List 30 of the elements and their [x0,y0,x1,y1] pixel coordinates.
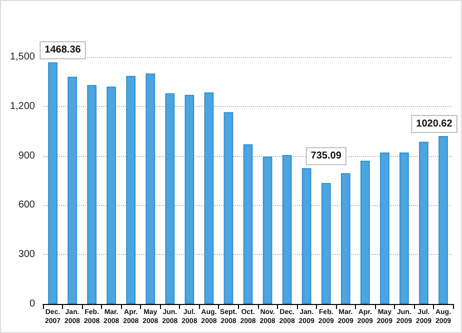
data-label: 1468.36 [44,44,82,56]
data-label: 735.09 [310,150,342,162]
y-tick-label: 300 [18,249,36,260]
bar [184,94,194,304]
bar [48,62,58,304]
bar [340,173,350,304]
bar [68,76,77,304]
y-tick-label: 0 [29,298,36,310]
bar [360,160,370,304]
bar [224,112,234,304]
y-tick-label: 900 [18,150,36,162]
bar [400,152,409,304]
bar [126,76,136,304]
bar [438,136,448,304]
bar [282,154,292,304]
bar [302,168,312,304]
bar [106,86,116,304]
bar [204,92,214,304]
y-tick-label: 1,200 [10,100,36,112]
bar [243,144,253,304]
data-label: 1020.62 [416,118,453,130]
bar [146,73,156,304]
bar [165,93,175,304]
bar [321,182,331,304]
bar [419,142,428,304]
bar [87,84,96,304]
y-tick-label: 600 [18,200,36,211]
y-tick-label: 1,500 [10,52,36,62]
bar [380,152,390,304]
bar [262,156,272,304]
